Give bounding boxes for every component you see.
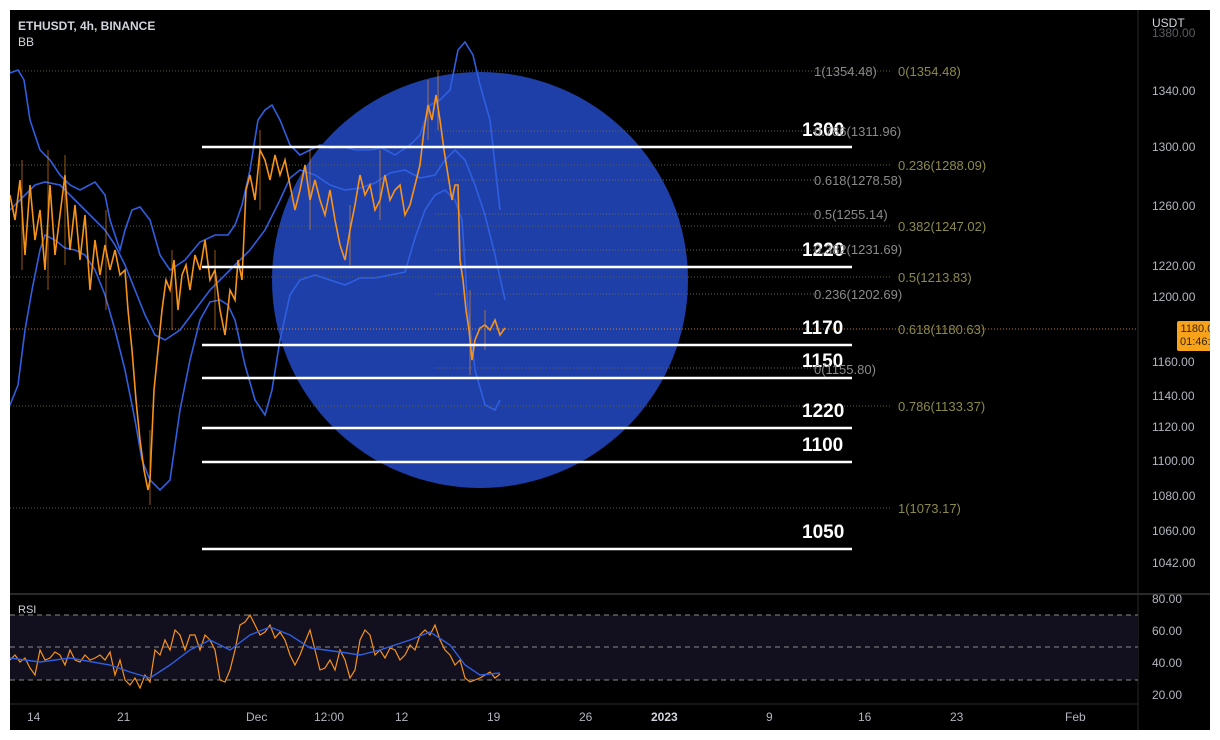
fib-label: 0.618(1180.63) — [898, 322, 986, 337]
current-price: 1180.05 — [1180, 323, 1210, 335]
time-tick: 19 — [487, 710, 501, 724]
chart-legend[interactable]: ETHUSDT, 4h, BINANCE BB — [18, 18, 155, 50]
time-tick: 23 — [950, 710, 964, 724]
fib-label: 0.618(1278.58) — [814, 173, 903, 188]
rsi-tick: 40.00 — [1152, 656, 1183, 670]
rsi-tick: 60.00 — [1152, 624, 1183, 638]
level-label: 1300 — [802, 120, 845, 141]
time-tick: Feb — [1065, 710, 1086, 724]
time-tick: Dec — [246, 710, 268, 724]
price-tick: 1200.00 — [1152, 290, 1196, 304]
level-label: 1100 — [802, 435, 844, 456]
indicator-label-bb[interactable]: BB — [18, 35, 35, 49]
time-tick: 26 — [579, 710, 593, 724]
level-label: 1150 — [802, 351, 844, 372]
price-tick: 1080.00 — [1152, 489, 1196, 503]
level-label: 1220 — [802, 401, 845, 422]
fib-label: 0.5(1213.83) — [898, 270, 972, 285]
time-axis[interactable]: 14 21 Dec 12:00 12 19 26 2023 9 16 23 Fe… — [10, 704, 1138, 730]
fib-label: 0.382(1231.69) — [814, 242, 903, 257]
time-tick: 9 — [766, 710, 773, 724]
price-tick: 1340.00 — [1152, 84, 1196, 98]
level-label: 1220 — [802, 240, 845, 261]
chart-frame: ETHUSDT, 4h, BINANCE BB USDT 1380.00 134… — [10, 10, 1210, 730]
chart-canvas[interactable] — [10, 10, 1210, 730]
time-tick: 16 — [858, 710, 872, 724]
price-tick: 1140.00 — [1152, 389, 1195, 403]
fib-label: 0(1155.80) — [814, 362, 876, 377]
time-tick: 2023 — [651, 710, 678, 724]
price-tick: 1160.00 — [1152, 355, 1195, 369]
time-tick: 12:00 — [314, 710, 345, 724]
price-tick: 1100.00 — [1152, 454, 1195, 468]
bar-countdown: 01:46:58 — [1180, 336, 1210, 348]
price-wicks — [21, 70, 486, 505]
fib-label: 0(1354.48) — [898, 64, 961, 79]
rsi-ma-line — [10, 626, 501, 679]
time-tick: 21 — [117, 710, 131, 724]
price-axis-currency: USDT — [1152, 16, 1185, 30]
price-tick: 1060.00 — [1152, 524, 1196, 538]
price-tick: 1042.00 — [1152, 556, 1196, 570]
level-label: 1170 — [802, 318, 844, 339]
highlight-circle[interactable] — [272, 72, 688, 488]
price-candles — [10, 94, 506, 491]
price-tick: 1260.00 — [1152, 199, 1196, 213]
price-tick: 1380.00 — [1152, 26, 1196, 40]
fib-lines-left — [10, 70, 818, 369]
rsi-band-lines — [10, 614, 1138, 681]
rsi-tick: 20.00 — [1152, 688, 1183, 702]
price-tick: 1300.00 — [1152, 140, 1196, 154]
price-tick: 1220.00 — [1152, 259, 1196, 273]
horizontal-levels[interactable] — [202, 145, 852, 551]
time-tick: 14 — [27, 710, 41, 724]
price-axis[interactable]: 1380.00 1340.00 1300.00 1260.00 1220.00 … — [1138, 10, 1210, 594]
fib-label: 0.786(1133.37) — [898, 399, 986, 414]
fib-label: 1(1354.48) — [814, 64, 877, 79]
fib-label: 0.786(1311.96) — [814, 124, 902, 139]
rsi-line — [10, 613, 501, 690]
rsi-axis[interactable]: 80.00 60.00 40.00 20.00 — [1138, 592, 1210, 704]
level-label: 1050 — [802, 522, 845, 543]
fib-label: 0.5(1255.14) — [814, 207, 888, 222]
fib-label: 0.236(1288.09) — [898, 158, 987, 173]
rsi-indicator-label[interactable]: RSI — [18, 604, 37, 616]
fib-label: 0.382(1247.02) — [898, 219, 987, 234]
symbol-title[interactable]: ETHUSDT, 4h, BINANCE — [18, 19, 156, 33]
time-tick: 12 — [395, 710, 409, 724]
price-tick: 1120.00 — [1152, 420, 1195, 434]
fib-label: 1(1073.17) — [898, 501, 961, 516]
rsi-tick: 80.00 — [1152, 592, 1183, 606]
fib-label: 0.236(1202.69) — [814, 287, 903, 302]
current-price-tag: 1180.05 01:46:58 — [1177, 321, 1210, 351]
